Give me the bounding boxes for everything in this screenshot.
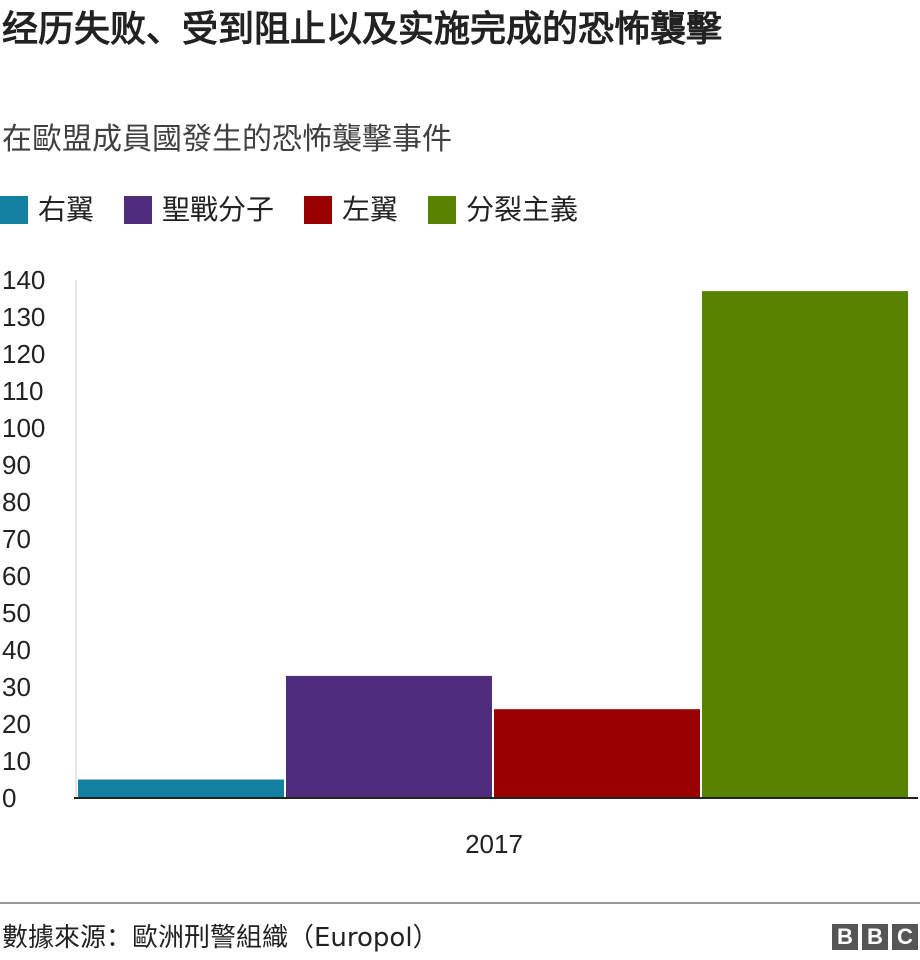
- x-tick-label: 2017: [465, 829, 523, 859]
- y-tick-label: 80: [2, 487, 31, 517]
- source-note: 數據來源：歐洲刑警組織（Europol）: [2, 923, 439, 953]
- legend-swatch-left-wing: [304, 196, 333, 224]
- y-tick-label: 50: [2, 598, 31, 628]
- y-tick-label: 60: [2, 561, 31, 591]
- legend-swatch-separatist: [428, 196, 457, 224]
- legend-label-separatist: 分裂主義: [466, 193, 579, 226]
- bar: [286, 675, 492, 798]
- legend-item-jihadist: 聖戰分子: [124, 190, 274, 230]
- legend-label-left-wing: 左翼: [342, 193, 399, 226]
- bbc-logo-letter: B: [832, 924, 858, 950]
- y-tick-label: 90: [2, 450, 31, 480]
- legend-label-jihadist: 聖戰分子: [162, 193, 275, 226]
- legend-swatch-jihadist: [124, 196, 153, 224]
- bbc-logo-letter: B: [862, 924, 888, 950]
- footer-divider: [0, 902, 920, 904]
- bar-chart: 0 10 20 30 40 50 60 70 80 90 100 110 120 130 140 2017: [2, 265, 918, 859]
- y-tick-label: 30: [2, 672, 31, 702]
- y-tick-label: 20: [2, 709, 31, 739]
- legend-item-right-wing: 右翼: [0, 190, 94, 230]
- legend-swatch-right-wing: [0, 196, 28, 224]
- bbc-logo: B B C: [828, 924, 918, 950]
- legend: 右翼 聖戰分子 左翼 分裂主義: [0, 190, 608, 230]
- y-tick-label: 100: [2, 413, 45, 443]
- bar: [494, 709, 700, 798]
- y-tick-label: 110: [2, 376, 43, 406]
- y-tick-label: 140: [2, 265, 45, 295]
- y-tick-label: 130: [2, 302, 45, 332]
- chart-title: 经历失败、受到阻止以及实施完成的恐怖襲擊: [2, 9, 723, 50]
- bar: [702, 291, 908, 798]
- y-tick-label: 120: [2, 339, 45, 369]
- bar: [78, 779, 284, 798]
- legend-label-right-wing: 右翼: [38, 193, 95, 226]
- y-tick-label: 10: [2, 746, 31, 776]
- y-tick-label: 0: [2, 783, 16, 813]
- y-tick-label: 70: [2, 524, 31, 554]
- chart-subtitle: 在歐盟成員國發生的恐怖襲擊事件: [2, 122, 452, 157]
- legend-item-separatist: 分裂主義: [428, 190, 578, 230]
- legend-item-left-wing: 左翼: [304, 190, 398, 230]
- bbc-logo-letter: C: [892, 924, 918, 950]
- y-tick-label: 40: [2, 635, 31, 665]
